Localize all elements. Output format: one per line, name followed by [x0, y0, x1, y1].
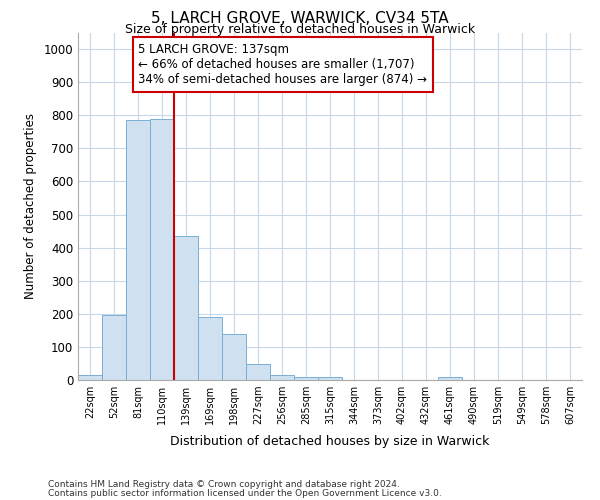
Text: Contains public sector information licensed under the Open Government Licence v3: Contains public sector information licen… — [48, 488, 442, 498]
Text: Size of property relative to detached houses in Warwick: Size of property relative to detached ho… — [125, 22, 475, 36]
Bar — [174, 236, 198, 380]
X-axis label: Distribution of detached houses by size in Warwick: Distribution of detached houses by size … — [170, 436, 490, 448]
Text: Contains HM Land Registry data © Crown copyright and database right 2024.: Contains HM Land Registry data © Crown c… — [48, 480, 400, 489]
Bar — [246, 364, 270, 380]
Bar — [222, 334, 246, 380]
Bar — [198, 317, 222, 380]
Bar — [270, 375, 294, 380]
Bar — [294, 376, 318, 380]
Bar — [102, 316, 126, 380]
Y-axis label: Number of detached properties: Number of detached properties — [23, 114, 37, 299]
Bar — [78, 375, 102, 380]
Text: 5 LARCH GROVE: 137sqm
← 66% of detached houses are smaller (1,707)
34% of semi-d: 5 LARCH GROVE: 137sqm ← 66% of detached … — [139, 43, 427, 86]
Bar — [150, 118, 174, 380]
Text: 5, LARCH GROVE, WARWICK, CV34 5TA: 5, LARCH GROVE, WARWICK, CV34 5TA — [151, 11, 449, 26]
Bar — [126, 120, 150, 380]
Bar — [318, 376, 342, 380]
Bar — [438, 378, 462, 380]
